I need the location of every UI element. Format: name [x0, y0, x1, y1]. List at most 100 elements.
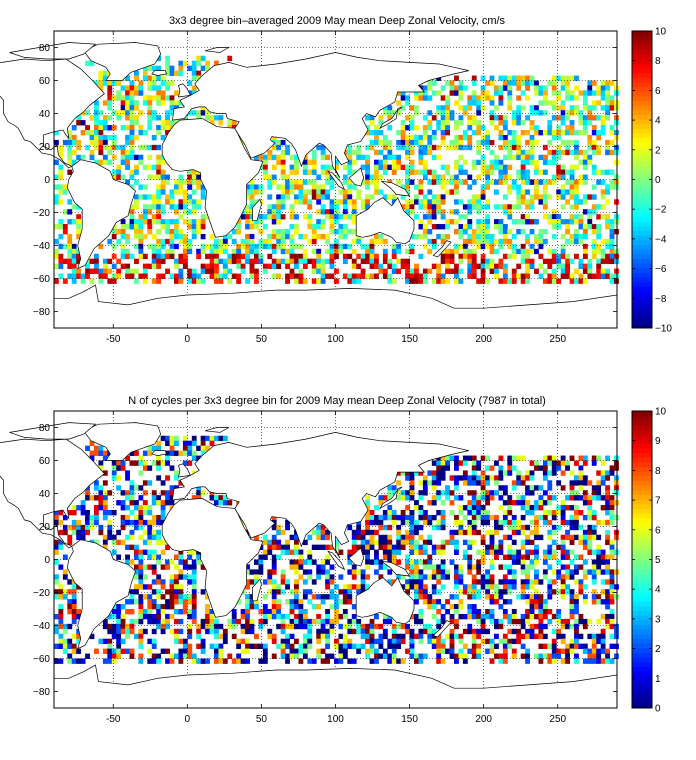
map-cell — [454, 544, 459, 550]
map-cell — [582, 174, 588, 180]
map-cell — [125, 154, 130, 161]
map-cell — [360, 199, 366, 205]
map-cell — [316, 278, 322, 284]
map-cell — [356, 238, 362, 245]
map-cell — [174, 609, 179, 615]
map-cell — [107, 648, 113, 654]
map-cell — [307, 554, 313, 560]
map-cell — [271, 209, 277, 215]
map-cell — [454, 514, 459, 521]
map-cell — [311, 579, 317, 585]
map-cell — [582, 643, 588, 649]
map-cell — [538, 514, 544, 521]
map-cell — [271, 584, 277, 590]
map-cell — [582, 199, 588, 205]
map-cell — [351, 273, 357, 279]
map-cell — [187, 609, 193, 615]
map-cell — [302, 194, 308, 200]
map-cell — [422, 584, 428, 590]
map-cell — [129, 80, 135, 86]
colorbar-tick-label: 3 — [655, 614, 661, 625]
map-cell — [240, 648, 246, 654]
map-cell — [187, 440, 193, 447]
map-cell — [560, 500, 566, 506]
map-cell — [80, 278, 86, 284]
map-cell — [471, 604, 477, 610]
map-cell — [356, 149, 362, 156]
map-cell — [76, 628, 82, 635]
map-cell — [445, 219, 450, 225]
map-cell — [245, 219, 250, 225]
map-cell — [440, 179, 446, 185]
map-cell — [316, 233, 322, 240]
map-cell — [542, 278, 548, 284]
map-cell — [67, 253, 73, 260]
map-cell — [182, 643, 188, 649]
map-cell — [476, 465, 482, 471]
map-cell — [125, 599, 130, 605]
map-cell — [320, 164, 326, 170]
map-cell — [98, 445, 104, 451]
map-cell — [520, 105, 526, 111]
map-cell — [414, 263, 419, 269]
map-cell — [147, 120, 153, 126]
map-cell — [165, 110, 170, 116]
map-cell — [520, 243, 526, 250]
map-cell — [187, 238, 193, 245]
map-cell — [249, 219, 255, 225]
map-cell — [356, 589, 362, 595]
map-cell — [525, 169, 530, 175]
map-cell — [165, 623, 170, 630]
map-cell — [414, 194, 419, 200]
map-cell — [156, 445, 162, 451]
map-cell — [449, 248, 455, 255]
map-cell — [400, 514, 406, 521]
map-cell — [529, 199, 535, 205]
map-cell — [316, 194, 322, 200]
map-cell — [320, 544, 326, 550]
map-cell — [414, 544, 419, 550]
map-cell — [396, 470, 402, 476]
map-cell — [80, 110, 86, 116]
map-cell — [609, 589, 615, 595]
map-cell — [187, 174, 193, 180]
map-cell — [138, 154, 144, 161]
map-cell — [294, 599, 299, 605]
map-cell — [254, 643, 259, 649]
map-cell — [538, 495, 544, 501]
map-cell — [285, 278, 290, 284]
map-cell — [431, 144, 437, 151]
map-cell — [449, 219, 455, 225]
map-cell — [187, 209, 193, 215]
map-cell — [316, 529, 322, 536]
map-cell — [356, 278, 362, 284]
map-cell — [511, 574, 517, 580]
map-cell — [600, 505, 606, 511]
map-cell — [542, 194, 548, 200]
map-cell — [338, 229, 344, 235]
map-cell — [71, 159, 77, 166]
map-cell — [494, 599, 499, 605]
map-cell — [520, 505, 526, 511]
colorbar-segment — [632, 290, 652, 297]
map-cell — [280, 544, 286, 550]
map-cell — [276, 258, 282, 265]
map-cell — [574, 623, 579, 630]
colorbar-segment — [632, 318, 652, 324]
map-cell — [134, 589, 139, 595]
map-cell — [276, 613, 282, 620]
map-cell — [578, 613, 584, 620]
map-cell — [196, 55, 202, 62]
map-cell — [534, 579, 539, 585]
map-cell — [374, 174, 379, 180]
map-cell — [436, 519, 442, 526]
y-tick-label: 0 — [44, 555, 50, 566]
map-cell — [209, 628, 215, 635]
map-cell — [516, 559, 522, 565]
map-cell — [600, 470, 606, 476]
map-cell — [502, 653, 508, 659]
map-cell — [116, 633, 122, 640]
map-cell — [160, 253, 166, 260]
map-cell — [329, 219, 335, 225]
map-cell — [529, 623, 535, 630]
